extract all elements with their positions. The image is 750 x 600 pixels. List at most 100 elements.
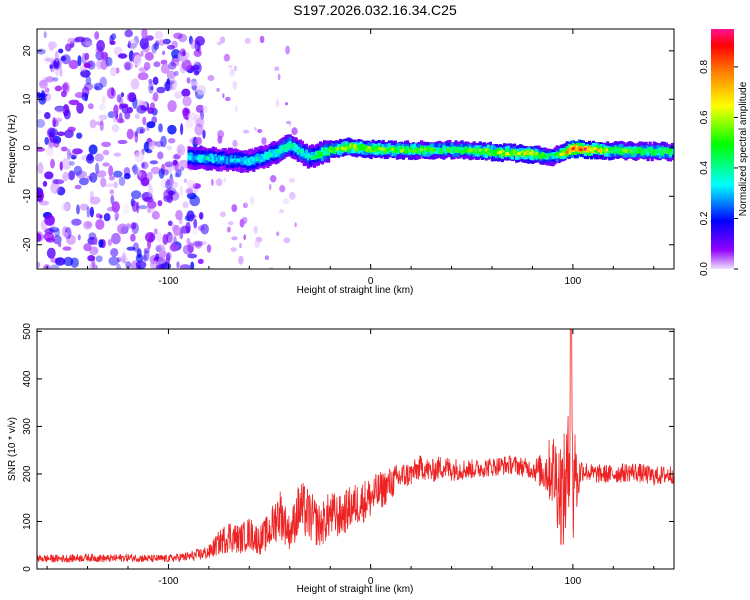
noise-blob: [216, 41, 222, 46]
ridge-cell: [500, 149, 505, 153]
noise-blob: [124, 111, 131, 120]
noise-blob: [110, 248, 119, 257]
ridge-cell: [470, 148, 474, 152]
ridge-cell: [278, 148, 282, 153]
ridge-cell: [363, 147, 367, 151]
noise-blob: [217, 130, 225, 139]
ridge-cell: [401, 148, 405, 152]
noise-blob: [244, 202, 247, 208]
ridge-cell: [575, 148, 579, 152]
ridge-cell: [466, 149, 470, 153]
noise-blob: [193, 49, 202, 57]
ridge-cell: [229, 158, 234, 163]
noise-blob: [187, 242, 195, 253]
noise-blob: [150, 86, 154, 91]
ridge-cell: [440, 148, 444, 152]
noise-blob: [219, 36, 226, 44]
noise-blob: [157, 200, 163, 207]
noise-blob: [151, 210, 160, 220]
ridge-cell: [442, 149, 446, 153]
ridge-cell: [474, 149, 478, 153]
colorbar-tick-label: 0.0: [699, 262, 710, 276]
ridge-cell: [589, 148, 594, 152]
noise-blob: [44, 92, 52, 102]
ridge-cell: [585, 149, 589, 153]
ridge-cell: [668, 148, 672, 152]
noise-blob: [285, 102, 288, 106]
noise-blob: [177, 33, 188, 43]
ridge-cell: [367, 146, 371, 153]
noise-blob: [143, 62, 151, 71]
ridge-cell: [502, 152, 507, 156]
noise-blob: [76, 102, 84, 114]
noise-blob: [155, 244, 166, 252]
ridge-cell: [567, 148, 571, 155]
noise-blob: [232, 80, 237, 90]
ridge-cell: [361, 146, 365, 150]
ridge-cell: [377, 147, 381, 151]
ridge-cell: [498, 150, 503, 157]
ridge-cell: [642, 148, 646, 152]
noise-blob: [182, 95, 192, 107]
ridge-cell: [349, 144, 353, 148]
ridge-cell: [656, 149, 660, 153]
noise-blob: [95, 219, 105, 230]
noise-blob: [181, 59, 192, 71]
ridge-cell: [325, 148, 329, 153]
ridge-cell: [327, 150, 331, 154]
ridge-cell: [652, 149, 656, 153]
ridge-cell: [405, 146, 410, 153]
ridge-cell: [583, 147, 587, 151]
noise-blob: [140, 50, 144, 57]
noise-blob: [60, 146, 68, 152]
ridge-cell: [464, 149, 468, 153]
ridge-cell: [381, 147, 385, 151]
snr-y-tick-label: 200: [22, 465, 33, 482]
noise-blob: [279, 184, 286, 193]
snr-y-tick-label: 0: [22, 566, 33, 572]
noise-blob: [44, 171, 54, 180]
noise-blob: [186, 179, 196, 189]
noise-blob: [239, 243, 242, 249]
noise-blob: [77, 234, 81, 241]
noise-blob: [188, 35, 193, 45]
ridge-cell: [519, 151, 523, 155]
ridge-cell: [662, 149, 666, 153]
noise-blob: [125, 261, 132, 269]
noise-blob: [76, 204, 80, 215]
snr-x-tick-label: 0: [368, 576, 374, 587]
noise-blob: [150, 166, 161, 175]
spectrogram-y-tick-label: 20: [22, 45, 33, 57]
ridge-cell: [238, 158, 242, 163]
noise-blob: [176, 144, 186, 156]
ridge-cell: [201, 155, 205, 160]
noise-blob: [91, 256, 96, 268]
ridge-cell: [513, 150, 517, 154]
ridge-cell: [460, 147, 464, 151]
ridge-cell: [545, 155, 549, 159]
noise-blob: [158, 123, 163, 133]
ridge-cell: [622, 148, 626, 152]
ridge-cell: [389, 147, 393, 150]
noise-blob: [168, 61, 177, 70]
noise-blob: [89, 196, 101, 205]
noise-blob: [178, 159, 190, 169]
colorbar-tick-label: 0.6: [699, 110, 710, 124]
ridge-cell: [646, 149, 650, 156]
ridge-cell: [411, 146, 416, 153]
ridge-cell: [369, 148, 373, 152]
ridge-cell: [573, 148, 577, 152]
noise-blob: [89, 206, 94, 218]
noise-blob: [99, 119, 104, 132]
ridge-cell: [294, 147, 298, 151]
noise-blob: [126, 246, 136, 251]
noise-blob: [154, 228, 158, 235]
ridge-cell: [399, 149, 403, 153]
noise-blob: [141, 29, 148, 40]
ridge-cell: [575, 145, 579, 152]
ridge-cell: [409, 147, 414, 151]
snr-y-tick-label: 300: [22, 418, 33, 435]
ridge-cell: [612, 148, 616, 152]
noise-blob: [100, 51, 109, 61]
noise-blob: [53, 138, 60, 148]
